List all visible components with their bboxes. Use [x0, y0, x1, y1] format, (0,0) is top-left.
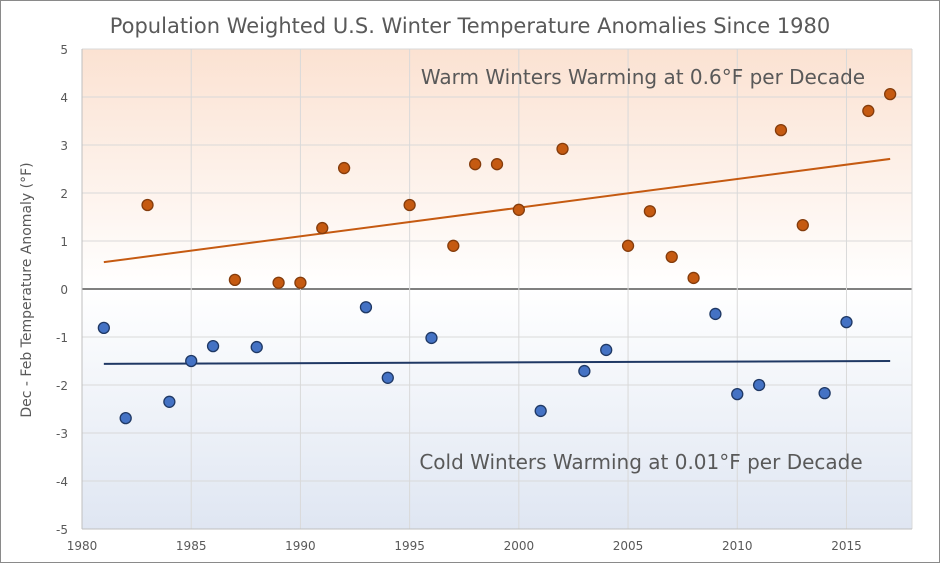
warm-data-point — [490, 158, 504, 171]
warm-trendline — [103, 157, 891, 264]
y-tick-label: -1 — [56, 331, 68, 345]
cold-data-point — [578, 364, 591, 378]
cold-data-point — [97, 321, 110, 335]
cold-data-point — [250, 340, 263, 354]
cold-data-point — [206, 339, 220, 353]
warm-data-point — [337, 161, 351, 175]
warm-data-point — [316, 221, 329, 235]
chart-title: Population Weighted U.S. Winter Temperat… — [110, 14, 831, 38]
y-tick-label: 2 — [60, 187, 68, 201]
cold-data-point — [752, 378, 766, 392]
cold-background — [82, 289, 912, 529]
cold-data-point — [119, 411, 132, 425]
cold-annotation: Cold Winters Warming at 0.01°F per Decad… — [419, 450, 862, 474]
warm-data-point — [512, 203, 525, 216]
cold-data-point — [534, 404, 547, 418]
y-tick-label: -4 — [56, 475, 68, 489]
warm-data-point — [228, 273, 242, 287]
x-tick-label: 1990 — [285, 539, 316, 553]
cold-data-point — [731, 387, 744, 401]
warm-data-point — [272, 276, 285, 289]
cold-data-point — [840, 315, 853, 329]
warm-data-point — [403, 198, 416, 212]
y-axis-label: Dec - Feb Temperature Anomaly (°F) — [19, 162, 35, 417]
warm-data-point — [469, 158, 482, 171]
cold-data-point — [185, 354, 198, 368]
y-tick-label: 3 — [60, 139, 68, 153]
x-tick-label: 2005 — [613, 539, 644, 553]
cold-data-point — [359, 301, 373, 314]
cold-data-point — [381, 371, 394, 384]
x-tick-label: 1985 — [176, 539, 207, 553]
warm-data-point — [556, 142, 569, 155]
warm-data-point — [621, 239, 635, 252]
x-tick-label: 2015 — [831, 539, 862, 553]
y-tick-label: 0 — [60, 283, 68, 297]
y-tick-label: 5 — [60, 43, 68, 57]
y-tick-label: -5 — [56, 523, 68, 537]
x-tick-label: 2010 — [722, 539, 753, 553]
y-tick-label: -2 — [56, 379, 68, 393]
warm-data-point — [665, 250, 678, 263]
cold-data-point — [425, 331, 438, 345]
x-tick-label: 2000 — [504, 539, 535, 553]
cold-data-point — [818, 387, 831, 400]
warm-data-point — [294, 276, 307, 289]
warm-data-point — [796, 219, 809, 232]
warm-annotation: Warm Winters Warming at 0.6°F per Decade — [421, 65, 865, 89]
cold-trendline — [103, 360, 891, 365]
y-tick-label: 4 — [60, 91, 68, 105]
warm-data-point — [447, 239, 460, 252]
warm-data-point — [884, 87, 897, 101]
warm-data-point — [141, 198, 154, 212]
x-tick-label: 1980 — [67, 539, 98, 553]
cold-data-point — [709, 307, 722, 321]
warm-data-point — [687, 271, 700, 285]
warm-data-point — [774, 123, 788, 137]
warm-data-point — [643, 205, 657, 218]
gridlines — [81, 48, 913, 530]
cold-data-point — [600, 343, 613, 357]
y-tick-label: -3 — [56, 427, 68, 441]
cold-data-point — [163, 395, 176, 408]
y-tick-label: 1 — [60, 235, 68, 249]
x-tick-label: 1995 — [394, 539, 425, 553]
warm-data-point — [862, 104, 875, 118]
